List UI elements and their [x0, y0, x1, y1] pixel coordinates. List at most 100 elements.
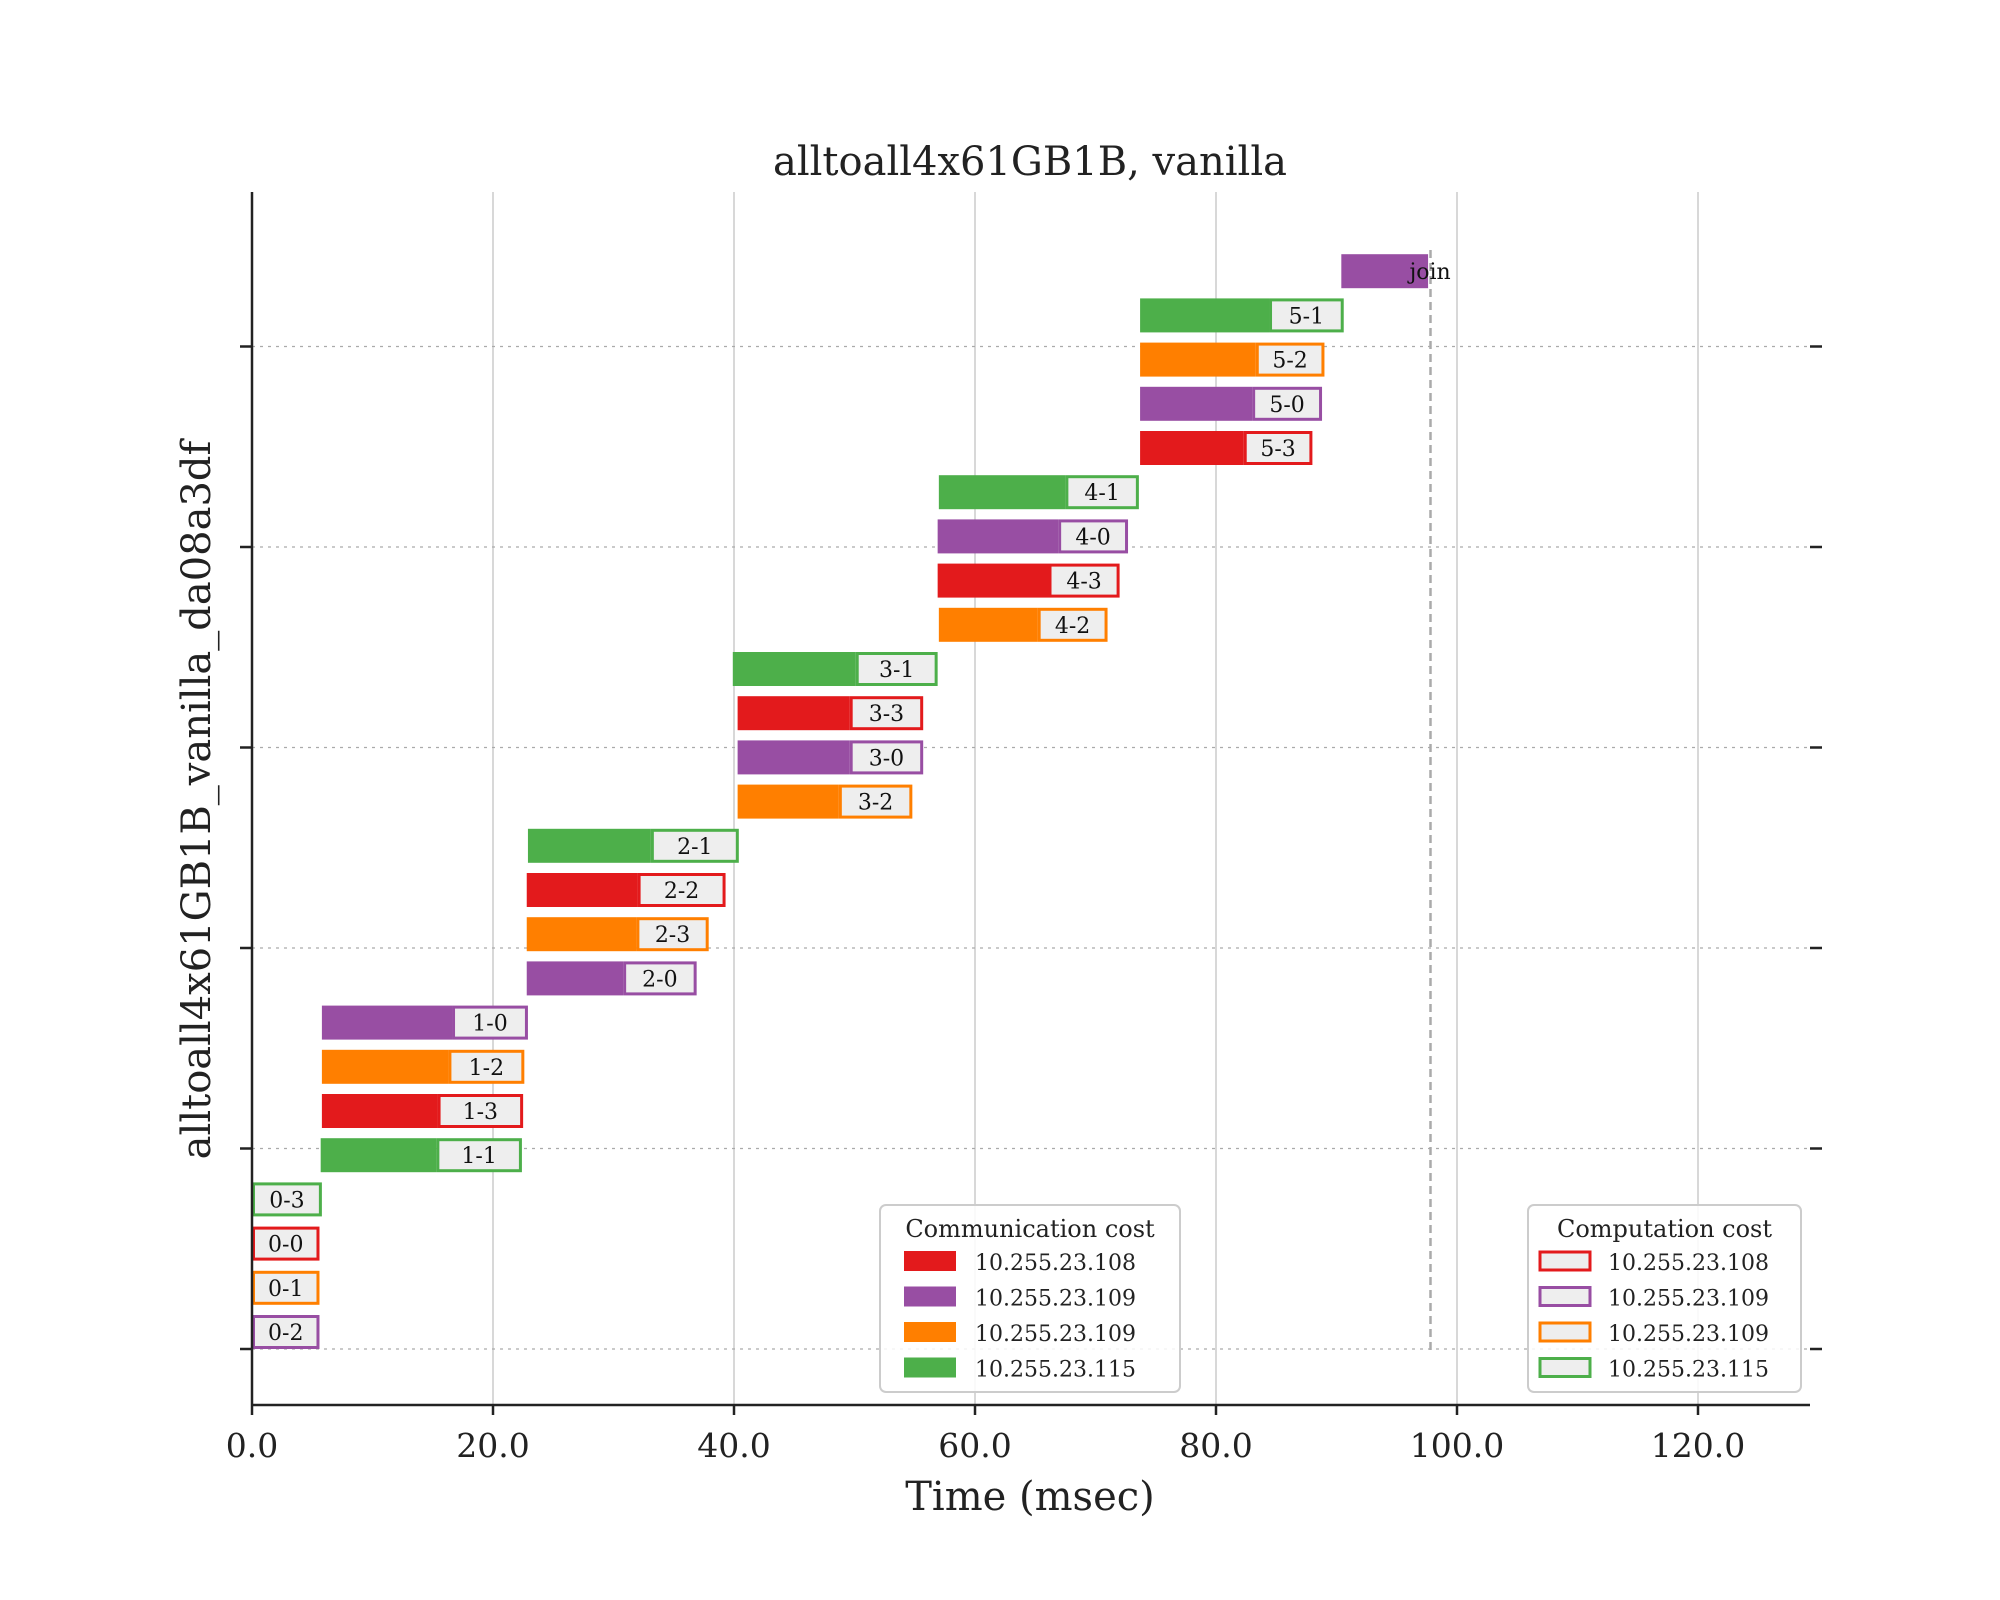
bar-label: 2-1 [677, 835, 712, 860]
communication-bar [321, 1049, 449, 1084]
bar-label: 4-2 [1055, 614, 1090, 639]
task-bar-group: 1-0 [321, 1005, 528, 1040]
bar-label: 1-1 [461, 1144, 496, 1169]
bar-label: 5-1 [1289, 304, 1324, 329]
task-bar-group: 5-2 [1140, 342, 1325, 377]
computation-bar [838, 784, 913, 819]
task-bar-group: 5-0 [1140, 386, 1323, 421]
computation-bar [252, 1226, 320, 1261]
legend-swatch [1538, 1321, 1592, 1343]
bar-label: join [1406, 260, 1450, 285]
communication-bar [526, 961, 624, 996]
task-bar-group: 2-2 [526, 873, 726, 907]
legend-swatch [904, 1322, 956, 1342]
x-tick-label: 120.0 [1651, 1426, 1745, 1465]
bar-label: 0-1 [268, 1277, 303, 1302]
task-bar-group: 4-3 [937, 563, 1120, 598]
legend-entry-label: 10.255.23.109 [1608, 1287, 1769, 1312]
computation-bar [252, 1315, 320, 1349]
legend-entry-label: 10.255.23.115 [975, 1358, 1136, 1383]
communication-bar [1140, 386, 1253, 421]
legend-swatch [1538, 1286, 1592, 1307]
bar-label: 3-2 [858, 791, 893, 816]
computation-bar [1048, 563, 1120, 598]
computation-bar [436, 1138, 522, 1173]
task-bar-group: 0-1 [252, 1270, 320, 1305]
legend-entry-label: 10.255.23.109 [975, 1322, 1136, 1347]
communication-bar [938, 607, 1038, 642]
x-axis-label: Time (msec) [905, 1474, 1155, 1520]
task-bar-group: 4-1 [938, 475, 1139, 510]
communication-bar [526, 917, 637, 952]
task-bar-group: 3-1 [732, 652, 938, 686]
computation-bar [448, 1049, 525, 1084]
bar-label: 0-0 [268, 1233, 303, 1258]
computation-bar [623, 961, 697, 996]
bar-label: 3-3 [869, 702, 904, 727]
computation-bar [437, 1094, 524, 1128]
bar-label: 4-3 [1066, 570, 1101, 595]
x-tick-label: 100.0 [1410, 1426, 1504, 1465]
computation-bar [1058, 519, 1129, 554]
legend-swatch [904, 1286, 956, 1307]
task-bar-group: 4-2 [938, 607, 1108, 642]
legend-entry-label: 10.255.23.109 [1608, 1322, 1769, 1347]
bar-label: 0-2 [268, 1321, 303, 1346]
bar-label: 4-1 [1084, 481, 1119, 506]
bar-label: 2-3 [655, 923, 690, 948]
bar-label: 5-2 [1272, 349, 1307, 374]
task-bar-group: 3-2 [737, 784, 913, 819]
bar-label: 2-2 [664, 879, 699, 904]
bar-label: 5-0 [1269, 393, 1304, 418]
task-bar-group: 5-1 [1140, 298, 1344, 333]
legend-entry-label: 10.255.23.115 [1608, 1358, 1769, 1383]
task-bar-group: join [1341, 254, 1451, 289]
x-tick-label: 20.0 [456, 1426, 529, 1465]
legend-swatch [904, 1357, 956, 1378]
communication-bar [321, 1005, 453, 1040]
computation-bar [849, 696, 924, 731]
communication-bar [1140, 298, 1270, 333]
communication-bar [1341, 254, 1429, 289]
computation-bar [650, 828, 739, 863]
legend-communication: Communication cost 10.255.23.108 10.255.23… [879, 1204, 1181, 1393]
computation-bar [1252, 386, 1323, 421]
legend-title: Communication cost [905, 1215, 1155, 1243]
communication-bar [937, 563, 1049, 598]
communication-bar [1140, 431, 1244, 465]
task-bar-group: 3-0 [737, 740, 924, 775]
legend-swatch [1538, 1250, 1592, 1272]
communication-bar [937, 519, 1059, 554]
legend-entry-label: 10.255.23.108 [975, 1251, 1136, 1276]
task-bar-group: 0-3 [252, 1182, 322, 1217]
task-bar-group: 1-1 [320, 1138, 522, 1173]
task-bar-group: 0-0 [252, 1226, 320, 1261]
computation-bar [849, 740, 924, 775]
legends: Communication cost 10.255.23.108 10.255.23… [879, 1204, 1802, 1393]
computation-bar [1269, 298, 1344, 333]
communication-bar [737, 784, 839, 819]
communication-bar [526, 873, 638, 907]
bar-label: 4-0 [1075, 525, 1110, 550]
bar-label: 5-3 [1260, 437, 1295, 462]
x-tick-label: 80.0 [1179, 1426, 1252, 1465]
y-axis-label: alltoall4x61GB1B_vanilla_da08a3df [174, 438, 220, 1160]
legend-entry-label: 10.255.23.108 [1608, 1251, 1769, 1276]
computation-bar [855, 652, 938, 686]
communication-bar [737, 696, 850, 731]
legend-computation: Computation cost 10.255.23.108 10.255.23.1… [1527, 1204, 1802, 1393]
legend-swatch [904, 1251, 956, 1271]
task-bar-group: 2-1 [527, 828, 739, 863]
x-tick-label: 0.0 [226, 1426, 278, 1465]
computation-bar [1037, 607, 1108, 642]
bar-label: 0-3 [269, 1188, 304, 1213]
communication-bar [1140, 342, 1256, 377]
task-bar-group: 5-3 [1140, 431, 1313, 465]
task-bar-group: 0-2 [252, 1315, 320, 1349]
bar-label: 1-2 [469, 1056, 504, 1081]
bar-label: 1-0 [472, 1012, 507, 1037]
communication-bar [938, 475, 1066, 510]
x-tick-label: 40.0 [697, 1426, 770, 1465]
